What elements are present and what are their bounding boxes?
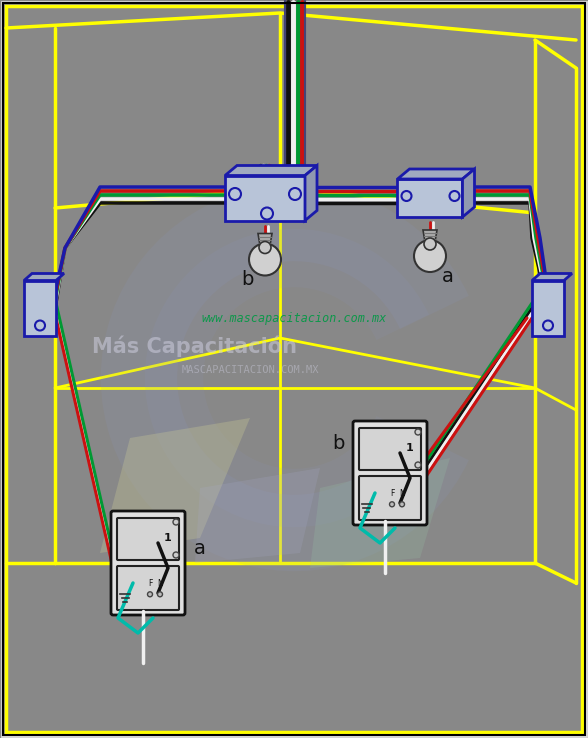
Text: N: N — [399, 489, 405, 498]
Text: b: b — [241, 270, 253, 289]
FancyBboxPatch shape — [359, 476, 421, 520]
Polygon shape — [258, 233, 272, 246]
Bar — [24, 280, 56, 336]
FancyBboxPatch shape — [111, 511, 185, 615]
Polygon shape — [463, 169, 475, 217]
Bar — [397, 179, 463, 217]
Polygon shape — [423, 230, 437, 242]
Circle shape — [229, 188, 241, 200]
Circle shape — [415, 462, 421, 468]
Circle shape — [173, 552, 179, 558]
FancyBboxPatch shape — [359, 428, 421, 470]
Circle shape — [259, 241, 271, 253]
FancyBboxPatch shape — [117, 566, 179, 610]
Text: b: b — [332, 433, 344, 452]
Circle shape — [35, 320, 45, 331]
Circle shape — [289, 188, 301, 200]
FancyBboxPatch shape — [117, 518, 179, 560]
Text: 1: 1 — [164, 533, 172, 543]
Polygon shape — [225, 165, 317, 176]
Bar — [225, 176, 305, 221]
Text: a: a — [194, 539, 206, 557]
Polygon shape — [310, 458, 450, 568]
Bar — [285, 0, 305, 178]
Polygon shape — [305, 165, 317, 221]
Text: F: F — [390, 489, 394, 498]
Circle shape — [424, 238, 436, 250]
Text: MASCAPACITACION.COM.MX: MASCAPACITACION.COM.MX — [181, 365, 319, 375]
Text: N: N — [157, 579, 163, 588]
Polygon shape — [532, 274, 572, 280]
Circle shape — [399, 502, 405, 507]
Circle shape — [148, 592, 152, 597]
Text: F: F — [148, 579, 152, 588]
Polygon shape — [397, 169, 475, 179]
Circle shape — [402, 191, 412, 201]
Text: Más Capacitación: Más Capacitación — [92, 335, 298, 356]
Polygon shape — [24, 274, 64, 280]
Text: 1: 1 — [406, 443, 414, 453]
Circle shape — [414, 240, 446, 272]
Circle shape — [415, 429, 421, 435]
Circle shape — [158, 592, 162, 597]
Bar — [532, 280, 564, 336]
Polygon shape — [100, 418, 250, 553]
Circle shape — [449, 191, 459, 201]
Text: a: a — [442, 266, 454, 286]
Circle shape — [543, 320, 553, 331]
FancyBboxPatch shape — [353, 421, 427, 525]
Text: www.mascapacitacion.com.mx: www.mascapacitacion.com.mx — [201, 311, 387, 325]
Circle shape — [261, 207, 273, 219]
Circle shape — [173, 519, 179, 525]
Circle shape — [249, 244, 281, 275]
Circle shape — [389, 502, 395, 507]
Polygon shape — [195, 468, 320, 563]
